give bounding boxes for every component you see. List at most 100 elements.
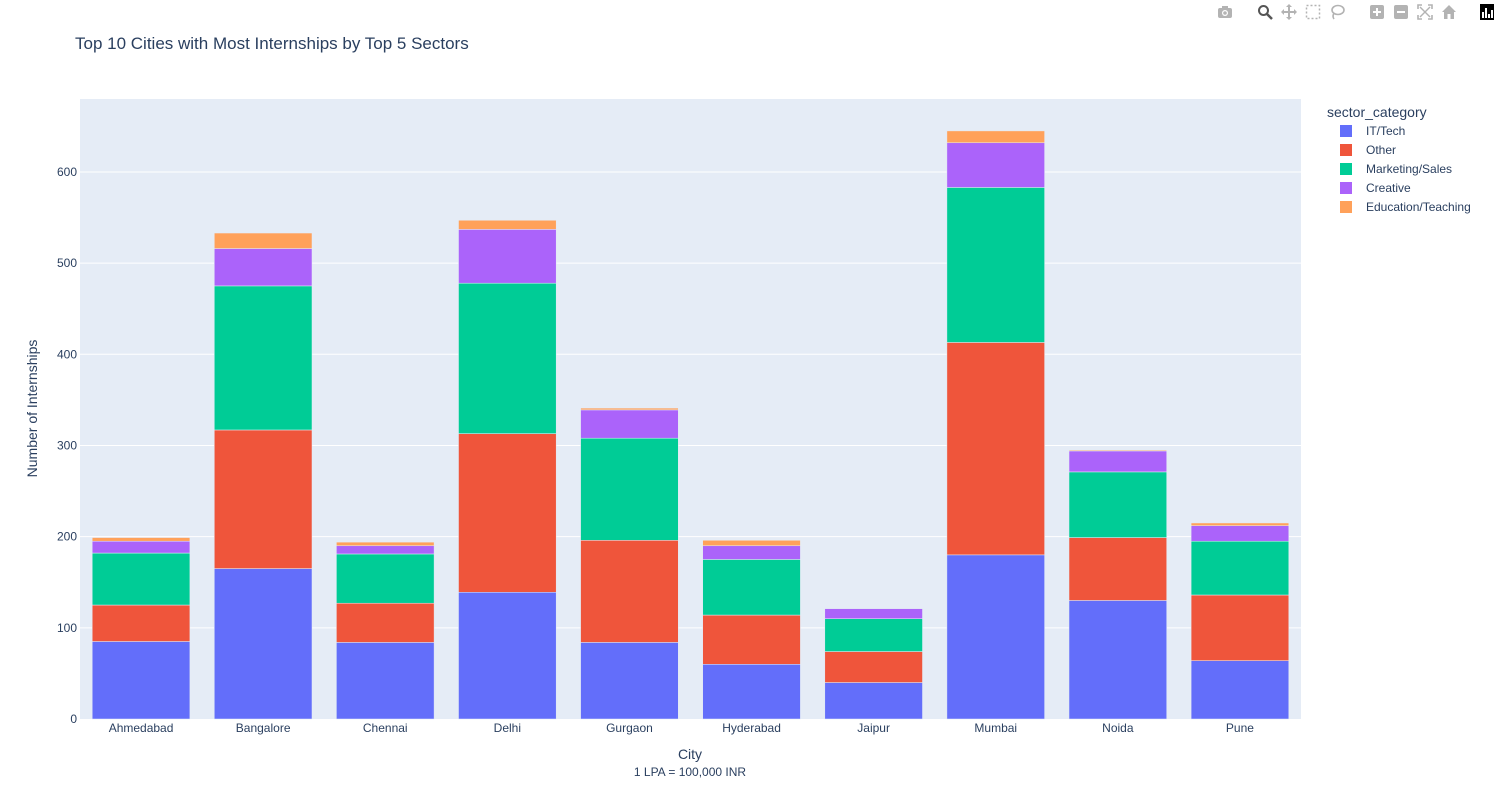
y-tick-label: 500 — [57, 256, 77, 270]
bar-segment[interactable] — [458, 592, 557, 720]
y-axis-label: Number of Internships — [24, 340, 40, 478]
bars — [91, 130, 1290, 720]
y-tick-label: 300 — [57, 438, 77, 452]
bar-segment[interactable] — [91, 537, 191, 542]
bar-segment[interactable] — [336, 602, 435, 643]
y-tick-label: 200 — [57, 530, 77, 544]
x-tick-label: Hyderabad — [722, 721, 781, 735]
plotly-logo-icon[interactable] — [1480, 4, 1494, 20]
bar-segment[interactable] — [580, 437, 679, 541]
legend-swatch — [1340, 125, 1352, 137]
bar-segment[interactable] — [1190, 540, 1290, 596]
legend-label: IT/Tech — [1366, 124, 1405, 138]
x-tick-label: Mumbai — [974, 721, 1017, 735]
y-tick-label: 400 — [57, 347, 77, 361]
bar-segment[interactable] — [214, 568, 313, 720]
bar-segment[interactable] — [580, 540, 679, 643]
bar-segment[interactable] — [946, 187, 1045, 343]
legend-swatch — [1340, 182, 1352, 194]
x-tick-label: Noida — [1102, 721, 1134, 735]
x-tick-label: Gurgaon — [606, 721, 653, 735]
bar-segment[interactable] — [946, 342, 1045, 556]
zoom-in-icon[interactable] — [1368, 3, 1386, 21]
bar-segment[interactable] — [336, 553, 435, 604]
bar-segment[interactable] — [458, 229, 557, 284]
bar-segment[interactable] — [91, 604, 191, 642]
x-tick-label: Delhi — [494, 721, 521, 735]
bar-segment[interactable] — [91, 540, 191, 554]
bar-segment[interactable] — [824, 618, 923, 652]
bar-segment[interactable] — [580, 407, 679, 411]
bar-segment[interactable] — [1068, 537, 1167, 601]
y-tick-label: 600 — [57, 165, 77, 179]
bar-segment[interactable] — [824, 651, 923, 683]
legend-item[interactable]: Other — [1340, 143, 1396, 157]
pan-icon[interactable] — [1280, 3, 1298, 21]
bar-segment[interactable] — [214, 248, 313, 287]
bar-segment[interactable] — [458, 433, 557, 593]
bar-segment[interactable] — [946, 130, 1045, 144]
bar-segment[interactable] — [824, 682, 923, 720]
bar-segment[interactable] — [702, 614, 801, 665]
legend-label: Marketing/Sales — [1366, 162, 1452, 176]
y-axis-ticks: 0 100 200 300 400 500 600 — [57, 165, 77, 726]
bar-segment[interactable] — [1068, 450, 1167, 473]
legend-label: Education/Teaching — [1366, 200, 1471, 214]
bar-segment[interactable] — [1068, 471, 1167, 538]
legend-label: Creative — [1366, 181, 1411, 195]
bar-segment[interactable] — [946, 554, 1045, 720]
box-select-icon[interactable] — [1304, 3, 1322, 21]
camera-icon[interactable] — [1216, 3, 1234, 21]
x-axis-ticks: Ahmedabad Bangalore Chennai Delhi Gurgaon Hyd… — [109, 721, 1255, 735]
bar-segment[interactable] — [702, 664, 801, 720]
legend: sector_category IT/Tech Other Marketing/Sa… — [1327, 104, 1471, 214]
bar-segment[interactable] — [580, 409, 679, 439]
x-tick-label: Bangalore — [236, 721, 291, 735]
legend-swatch — [1340, 144, 1352, 156]
legend-item[interactable]: Education/Teaching — [1340, 200, 1471, 214]
x-tick-label: Ahmedabad — [109, 721, 174, 735]
bar-segment[interactable] — [1190, 525, 1290, 542]
legend-item[interactable]: IT/Tech — [1340, 124, 1405, 138]
bar-segment[interactable] — [1190, 660, 1290, 720]
bar-segment[interactable] — [91, 552, 191, 606]
legend-item[interactable]: Marketing/Sales — [1340, 162, 1452, 176]
bar-segment[interactable] — [702, 540, 801, 547]
bar-segment[interactable] — [824, 608, 923, 619]
bar-segment[interactable] — [702, 545, 801, 560]
autoscale-icon[interactable] — [1416, 3, 1434, 21]
bar-segment[interactable] — [1190, 522, 1290, 526]
x-tick-label: Pune — [1226, 721, 1254, 735]
bar-segment[interactable] — [946, 142, 1045, 188]
bar-segment[interactable] — [702, 559, 801, 616]
lasso-icon[interactable] — [1328, 3, 1346, 21]
x-axis-annotation: 1 LPA = 100,000 INR — [634, 765, 747, 779]
x-tick-label: Jaipur — [857, 721, 890, 735]
bar-segment[interactable] — [336, 541, 435, 547]
legend-item[interactable]: Creative — [1340, 181, 1411, 195]
y-tick-label: 0 — [70, 712, 77, 726]
bar-segment[interactable] — [336, 642, 435, 720]
chart-title: Top 10 Cities with Most Internships by T… — [75, 34, 469, 53]
bar-segment[interactable] — [214, 232, 313, 249]
reset-axes-icon[interactable] — [1440, 3, 1458, 21]
zoom-icon[interactable] — [1256, 3, 1274, 21]
y-tick-label: 100 — [57, 621, 77, 635]
legend-title: sector_category — [1327, 104, 1427, 120]
bar-segment[interactable] — [458, 282, 557, 434]
bar-segment[interactable] — [91, 641, 191, 720]
legend-swatch — [1340, 201, 1352, 213]
bar-segment[interactable] — [1068, 449, 1167, 452]
x-tick-label: Chennai — [363, 721, 408, 735]
bar-segment[interactable] — [458, 220, 557, 230]
modebar — [1216, 2, 1494, 22]
bar-segment[interactable] — [336, 545, 435, 555]
bar-segment[interactable] — [214, 429, 313, 569]
legend-label: Other — [1366, 143, 1396, 157]
bar-segment[interactable] — [1068, 600, 1167, 720]
bar-segment[interactable] — [214, 285, 313, 431]
bar-segment[interactable] — [1190, 594, 1290, 661]
bar-segment[interactable] — [580, 642, 679, 720]
zoom-out-icon[interactable] — [1392, 3, 1410, 21]
